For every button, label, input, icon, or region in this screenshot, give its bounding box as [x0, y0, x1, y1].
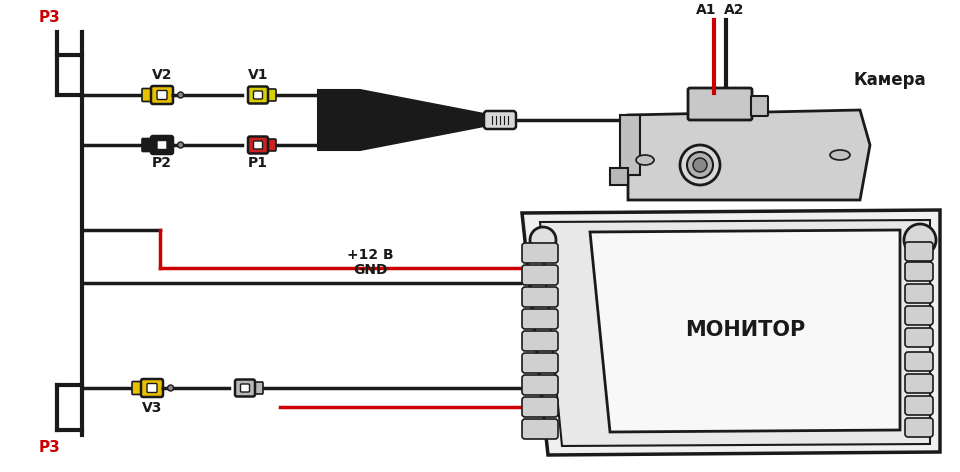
Circle shape: [168, 385, 174, 391]
FancyBboxPatch shape: [147, 383, 157, 393]
Circle shape: [680, 145, 720, 185]
FancyBboxPatch shape: [142, 138, 154, 152]
FancyBboxPatch shape: [522, 331, 558, 351]
FancyBboxPatch shape: [142, 89, 154, 101]
FancyBboxPatch shape: [905, 328, 933, 347]
Circle shape: [530, 227, 556, 253]
FancyBboxPatch shape: [905, 374, 933, 393]
Circle shape: [687, 152, 713, 178]
FancyBboxPatch shape: [905, 352, 933, 371]
FancyBboxPatch shape: [522, 309, 558, 329]
FancyBboxPatch shape: [248, 136, 268, 153]
FancyBboxPatch shape: [522, 265, 558, 285]
Text: A2: A2: [724, 3, 744, 17]
FancyBboxPatch shape: [248, 86, 268, 103]
Text: P1: P1: [248, 156, 268, 170]
Circle shape: [178, 142, 183, 148]
Circle shape: [178, 92, 183, 98]
Ellipse shape: [830, 150, 850, 160]
Ellipse shape: [636, 155, 654, 165]
FancyBboxPatch shape: [905, 242, 933, 261]
FancyBboxPatch shape: [522, 353, 558, 373]
FancyBboxPatch shape: [522, 375, 558, 395]
Polygon shape: [318, 90, 484, 150]
FancyBboxPatch shape: [905, 306, 933, 325]
FancyBboxPatch shape: [151, 86, 173, 104]
FancyBboxPatch shape: [235, 379, 255, 396]
FancyBboxPatch shape: [484, 111, 516, 129]
FancyBboxPatch shape: [522, 287, 558, 307]
FancyBboxPatch shape: [251, 382, 263, 394]
FancyBboxPatch shape: [751, 96, 768, 116]
FancyBboxPatch shape: [264, 89, 276, 101]
Circle shape: [904, 224, 936, 256]
FancyBboxPatch shape: [905, 418, 933, 437]
Polygon shape: [522, 210, 940, 455]
Polygon shape: [620, 115, 640, 175]
FancyBboxPatch shape: [264, 139, 276, 151]
Text: P2: P2: [152, 156, 172, 170]
Text: V3: V3: [142, 401, 162, 415]
FancyBboxPatch shape: [157, 91, 167, 100]
Text: Камера: Камера: [853, 71, 926, 89]
Circle shape: [693, 158, 707, 172]
FancyBboxPatch shape: [905, 262, 933, 281]
Polygon shape: [610, 168, 628, 185]
FancyBboxPatch shape: [253, 91, 262, 99]
Text: P3: P3: [38, 10, 60, 25]
FancyBboxPatch shape: [688, 88, 752, 120]
Text: V1: V1: [248, 68, 268, 82]
FancyBboxPatch shape: [253, 141, 262, 149]
Polygon shape: [628, 110, 870, 200]
Text: GND: GND: [352, 263, 387, 277]
FancyBboxPatch shape: [241, 384, 250, 392]
Polygon shape: [540, 220, 930, 446]
Text: МОНИТОР: МОНИТОР: [684, 320, 805, 340]
FancyBboxPatch shape: [141, 379, 163, 397]
FancyBboxPatch shape: [522, 397, 558, 417]
FancyBboxPatch shape: [522, 419, 558, 439]
FancyBboxPatch shape: [132, 381, 144, 395]
Text: A1: A1: [696, 3, 716, 17]
Text: P3: P3: [38, 440, 60, 455]
Polygon shape: [590, 230, 900, 432]
Text: V2: V2: [152, 68, 172, 82]
FancyBboxPatch shape: [905, 396, 933, 415]
FancyBboxPatch shape: [157, 141, 167, 150]
Text: +12 В: +12 В: [347, 248, 394, 262]
FancyBboxPatch shape: [905, 284, 933, 303]
FancyBboxPatch shape: [151, 136, 173, 154]
FancyBboxPatch shape: [522, 243, 558, 263]
